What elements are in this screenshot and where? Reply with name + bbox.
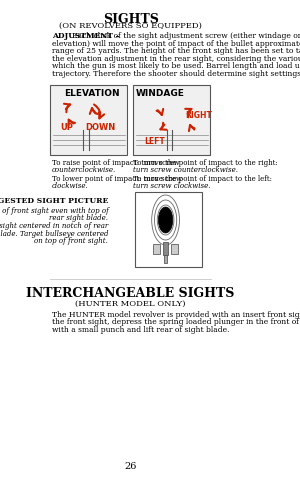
Bar [135, 192, 202, 267]
Text: (HUNTER MODEL ONLY): (HUNTER MODEL ONLY) [75, 300, 186, 308]
Text: Front sight centered in notch of rear: Front sight centered in notch of rear [0, 222, 108, 230]
Text: (ON REVOLVERS SO EQUIPPED): (ON REVOLVERS SO EQUIPPED) [59, 22, 202, 30]
Text: LEFT: LEFT [144, 137, 165, 146]
Text: To raise point of impact: turn screw: To raise point of impact: turn screw [52, 159, 179, 167]
Bar [134, 85, 210, 155]
Bar [171, 244, 178, 254]
Bar [50, 85, 127, 155]
Text: rear sight blade.: rear sight blade. [50, 215, 108, 223]
Text: To lower point of impact: turn screw: To lower point of impact: turn screw [52, 175, 182, 183]
Text: SUGGESTED SIGHT PICTURE: SUGGESTED SIGHT PICTURE [0, 197, 108, 205]
Text: turn screw clockwise.: turn screw clockwise. [134, 182, 211, 191]
Text: turn screw counterclockwise.: turn screw counterclockwise. [134, 167, 238, 174]
Text: SIGHTS: SIGHTS [103, 13, 158, 26]
Bar [153, 244, 160, 254]
Text: UP: UP [60, 123, 73, 132]
Text: elevation) will move the point of impact of the bullet approximately 3/4" at a: elevation) will move the point of impact… [52, 39, 300, 47]
Text: INTERCHANGEABLE SIGHTS: INTERCHANGEABLE SIGHTS [26, 287, 235, 300]
Text: RIGHT: RIGHT [185, 111, 212, 120]
Text: trajectory. Therefore the shooter should determine sight settings by firing tria: trajectory. Therefore the shooter should… [52, 69, 300, 78]
Text: on top of front sight.: on top of front sight. [34, 237, 108, 245]
Bar [163, 242, 168, 255]
Text: Each click of the sight adjustment screw (either windage or: Each click of the sight adjustment screw… [72, 32, 300, 40]
Text: range of 25 yards. The height of the front sight has been set to take advantage : range of 25 yards. The height of the fro… [52, 47, 300, 55]
Text: which the gun is most likely to be used. Barrel length and load used affects: which the gun is most likely to be used.… [52, 62, 300, 70]
Text: The HUNTER model revolver is provided with an insert front sight. To change: The HUNTER model revolver is provided wi… [52, 311, 300, 319]
Text: with a small punch and lift rear of sight blade.: with a small punch and lift rear of sigh… [52, 326, 229, 334]
Text: clockwise.: clockwise. [52, 182, 88, 191]
Circle shape [158, 207, 173, 233]
Text: DOWN: DOWN [85, 123, 115, 132]
Text: ELEVATION: ELEVATION [64, 89, 119, 98]
Bar [164, 255, 167, 263]
Text: To move the point of impact to the right:: To move the point of impact to the right… [134, 159, 278, 167]
Text: the elevation adjustment in the rear sight, considering the various ranges at: the elevation adjustment in the rear sig… [52, 55, 300, 62]
Text: the front sight, depress the spring loaded plunger in the front of the barrel ri: the front sight, depress the spring load… [52, 319, 300, 327]
Text: WINDAGE: WINDAGE [136, 89, 185, 98]
Text: ADJUSTMENT –: ADJUSTMENT – [52, 32, 122, 40]
Text: counterclockwise.: counterclockwise. [52, 167, 116, 174]
Text: sight blade. Target bullseye centered: sight blade. Target bullseye centered [0, 229, 108, 238]
Text: Top of front sight even with top of: Top of front sight even with top of [0, 207, 108, 215]
Text: 26: 26 [124, 462, 137, 471]
Text: To move the point of impact to the left:: To move the point of impact to the left: [134, 175, 272, 183]
